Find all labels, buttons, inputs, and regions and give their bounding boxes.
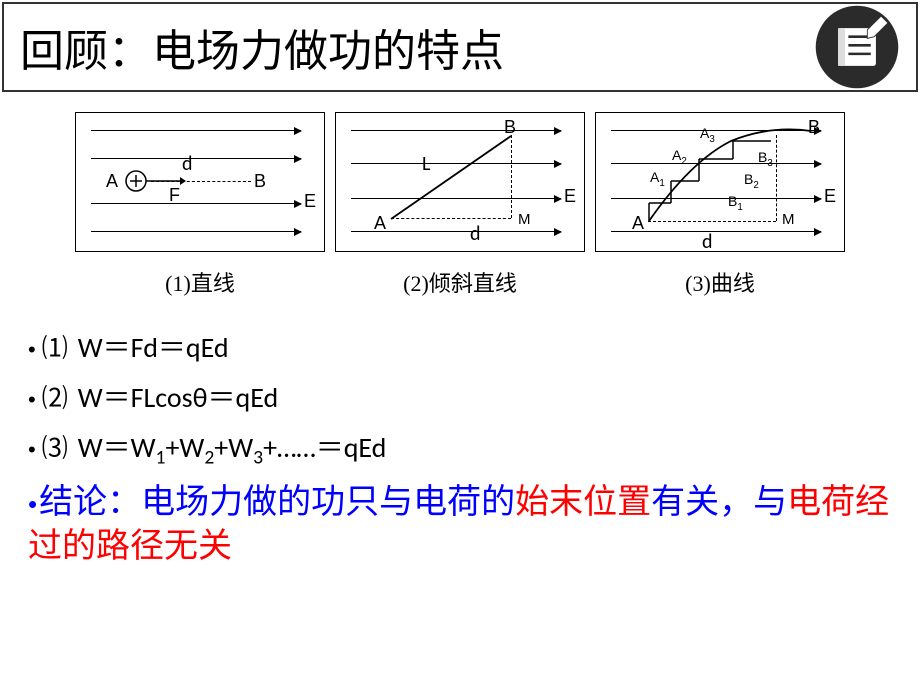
label-E3: E bbox=[824, 186, 836, 207]
label-A1s: A1 bbox=[650, 169, 665, 189]
label-A3: A bbox=[632, 213, 644, 234]
overlay-d1: d bbox=[182, 152, 193, 176]
page-title: 回顾：电场力做功的特点 bbox=[20, 15, 504, 79]
list-item: • ⑵ W＝FLcosθ＝qEd bbox=[28, 376, 920, 416]
label-A2s: A2 bbox=[672, 147, 687, 167]
bullet-num-2: ⑵ bbox=[42, 378, 68, 415]
label-F: F bbox=[169, 185, 180, 206]
label-A2: A bbox=[374, 213, 386, 234]
bullet-dot: • bbox=[28, 337, 36, 363]
bullet-text-2: W＝FLcosθ＝qEd bbox=[78, 376, 278, 416]
label-B1s: B1 bbox=[728, 193, 743, 213]
label-B2: B bbox=[504, 117, 516, 138]
diagram-2: A B E M L d (2)倾斜直线 bbox=[330, 112, 590, 298]
diagram-3: A B E M A1 A2 A3 B1 B2 B3 d (3)曲线 bbox=[590, 112, 850, 298]
list-item: • ⑶ W＝W1+W2+W3+……＝qEd bbox=[28, 426, 920, 470]
overlay-d2: d bbox=[470, 222, 481, 246]
bullet-list: • ⑴ W＝Fd＝qEd • ⑵ W＝FLcosθ＝qEd • ⑶ W＝W1+W… bbox=[0, 326, 920, 470]
bullet-num-1: ⑴ bbox=[42, 328, 68, 365]
label-E2: E bbox=[564, 186, 576, 207]
conclusion: •结论：电场力做的功只与电荷的始末位置有关，与电荷经过的路径无关 bbox=[0, 480, 920, 568]
charge-icon bbox=[124, 169, 148, 193]
diagram-1-box: A B F E bbox=[75, 112, 325, 252]
diagram-1: A B F E d (1)直线 bbox=[70, 112, 330, 298]
bullet-dot: • bbox=[28, 489, 37, 519]
label-A3s: A3 bbox=[700, 125, 715, 145]
bullet-num-3: ⑶ bbox=[42, 428, 68, 465]
bullet-text-1: W＝Fd＝qEd bbox=[78, 326, 229, 366]
overlay-d3: d bbox=[702, 230, 713, 254]
caption-1: (1)直线 bbox=[70, 266, 330, 298]
label-B: B bbox=[254, 171, 266, 192]
bullet-text-3: W＝W1+W2+W3+……＝qEd bbox=[78, 426, 387, 470]
label-A: A bbox=[106, 171, 118, 192]
conclusion-part1: 结论：电场力做的功只与电荷的 bbox=[39, 483, 515, 521]
conclusion-part2: 始末位置 bbox=[515, 483, 651, 521]
label-M3: M bbox=[782, 211, 795, 228]
list-item: • ⑴ W＝Fd＝qEd bbox=[28, 326, 920, 366]
diagram-3-box: A B E M A1 A2 A3 B1 B2 B3 bbox=[595, 112, 845, 252]
label-B3s: B3 bbox=[758, 149, 773, 169]
label-E: E bbox=[304, 191, 316, 212]
label-B2s: B2 bbox=[744, 171, 759, 191]
caption-2: (2)倾斜直线 bbox=[330, 266, 590, 298]
label-M2: M bbox=[518, 211, 531, 228]
diagram-2-box: A B E M bbox=[335, 112, 585, 252]
caption-3: (3)曲线 bbox=[590, 266, 850, 298]
conclusion-part3: 有关，与 bbox=[651, 483, 787, 521]
title-bar: 回顾：电场力做功的特点 bbox=[2, 2, 918, 92]
bullet-dot: • bbox=[28, 387, 36, 413]
bullet-dot: • bbox=[28, 437, 36, 463]
overlay-L: L bbox=[422, 152, 430, 176]
notebook-icon bbox=[814, 4, 900, 90]
diagrams-row: A B F E d (1)直线 A B E M L d (2)倾斜直线 bbox=[0, 112, 920, 298]
label-B3: B bbox=[808, 117, 820, 138]
incline-line bbox=[386, 131, 526, 226]
